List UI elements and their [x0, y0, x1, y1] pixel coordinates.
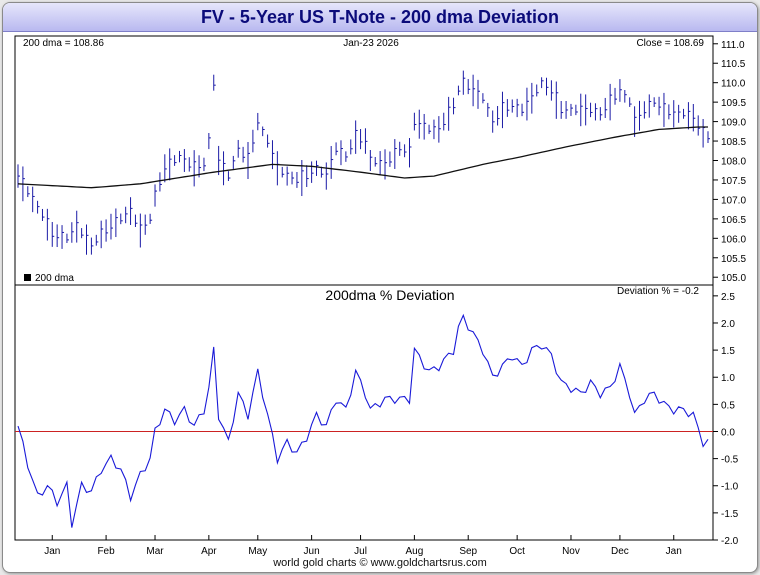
y-tick-label: -0.5: [721, 455, 739, 466]
credit-footer: world gold charts © www.goldchartsrus.co…: [273, 557, 487, 569]
y-tick-label: 108.5: [721, 137, 746, 148]
y-tick-label: 110.5: [721, 59, 746, 70]
x-tick-label: May: [248, 546, 267, 557]
deviation-title: 200dma % Deviation: [325, 287, 454, 303]
y-tick-label: -1.5: [721, 509, 739, 520]
x-tick-label: Aug: [405, 546, 423, 557]
x-tick-label: Mar: [146, 546, 164, 557]
deviation-line: [17, 313, 709, 528]
y-tick-label: 106.0: [721, 234, 746, 245]
y-tick-label: 111.0: [721, 40, 745, 51]
y-tick-label: 0.5: [721, 400, 735, 411]
price-panel: [14, 35, 714, 286]
y-tick-label: 1.5: [721, 346, 735, 357]
ma-200-line: [17, 126, 708, 189]
x-tick-label: Dec: [611, 546, 629, 557]
y-tick-label: 106.5: [721, 215, 746, 226]
x-tick-label: Apr: [201, 546, 217, 557]
y-tick-label: 2.5: [721, 292, 735, 303]
ma-value-label: 200 dma = 108.86: [23, 38, 104, 49]
chart-title: FV - 5-Year US T-Note - 200 dma Deviatio…: [3, 3, 757, 32]
y-tick-label: 1.0: [721, 373, 735, 384]
legend-label: 200 dma: [35, 273, 74, 284]
x-tick-label: Jan: [666, 546, 682, 557]
legend-swatch: [24, 274, 31, 281]
deviation-value-label: Deviation % = -0.2: [617, 286, 699, 297]
y-tick-label: 110.0: [721, 79, 746, 90]
y-tick-label: 108.0: [721, 157, 746, 168]
y-tick-label: 107.5: [721, 176, 746, 187]
y-tick-label: -1.0: [721, 482, 739, 493]
x-tick-label: Jun: [304, 546, 320, 557]
y-tick-label: 109.0: [721, 118, 746, 129]
y-tick-label: 0.0: [721, 427, 735, 438]
date-label: Jan-23 2026: [343, 38, 399, 49]
deviation-panel: [14, 284, 714, 541]
x-tick-label: Sep: [459, 546, 477, 557]
x-tick-label: Nov: [562, 546, 580, 557]
y-tick-label: 109.5: [721, 98, 746, 109]
y-tick-label: 105.5: [721, 254, 746, 265]
x-tick-label: Jul: [354, 546, 367, 557]
y-tick-label: 2.0: [721, 319, 735, 330]
x-tick-label: Jan: [44, 546, 60, 557]
y-tick-label: 105.0: [721, 273, 746, 284]
y-tick-label: 107.0: [721, 195, 746, 206]
x-tick-label: Oct: [509, 546, 525, 557]
x-tick-label: Feb: [97, 546, 115, 557]
y-tick-label: -2.0: [721, 536, 739, 547]
close-label: Close = 108.69: [636, 38, 704, 49]
